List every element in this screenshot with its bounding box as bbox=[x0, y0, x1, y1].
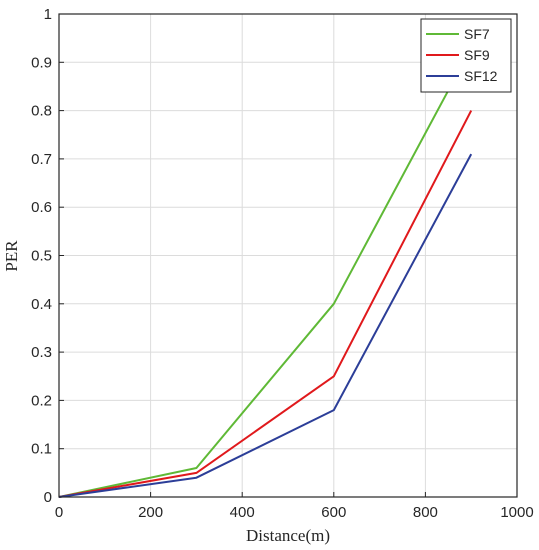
y-tick-label: 0.6 bbox=[31, 199, 52, 216]
y-tick-label: 0.5 bbox=[31, 248, 52, 265]
x-axis-label: Distance(m) bbox=[246, 526, 330, 545]
x-tick-label: 0 bbox=[55, 504, 63, 521]
y-tick-label: 0.4 bbox=[31, 296, 52, 313]
x-tick-label: 400 bbox=[230, 504, 255, 521]
series-line-sf12 bbox=[58, 153, 473, 498]
y-tick-label: 0.1 bbox=[31, 441, 52, 458]
series-line-sf9 bbox=[58, 110, 473, 498]
grid bbox=[58, 13, 518, 498]
y-tick-label: 0.8 bbox=[31, 103, 52, 120]
y-tick-label: 0 bbox=[44, 489, 52, 506]
series-line-sf7 bbox=[58, 47, 473, 498]
y-tick-label: 0.3 bbox=[31, 344, 52, 361]
legend: SF7 SF9 SF12 bbox=[420, 18, 512, 93]
x-tick-label: 800 bbox=[413, 504, 438, 521]
axis-ticks: 0 200 400 600 800 1000 0 0.1 0.2 0.3 0.4 0.5 0.6 0.7 0… bbox=[31, 6, 534, 521]
y-tick-label: 0.7 bbox=[31, 151, 52, 168]
legend-label: SF7 bbox=[464, 26, 490, 42]
y-tick-label: 0.9 bbox=[31, 54, 52, 71]
legend-label: SF9 bbox=[464, 47, 490, 63]
x-tick-label: 1000 bbox=[500, 504, 533, 521]
y-tick-label: 0.2 bbox=[31, 392, 52, 409]
x-tick-label: 200 bbox=[138, 504, 163, 521]
x-tick-label: 600 bbox=[321, 504, 346, 521]
series-lines bbox=[58, 47, 473, 498]
legend-label: SF12 bbox=[464, 68, 498, 84]
y-axis-label: PER bbox=[2, 240, 21, 272]
y-tick-label: 1 bbox=[44, 6, 52, 23]
